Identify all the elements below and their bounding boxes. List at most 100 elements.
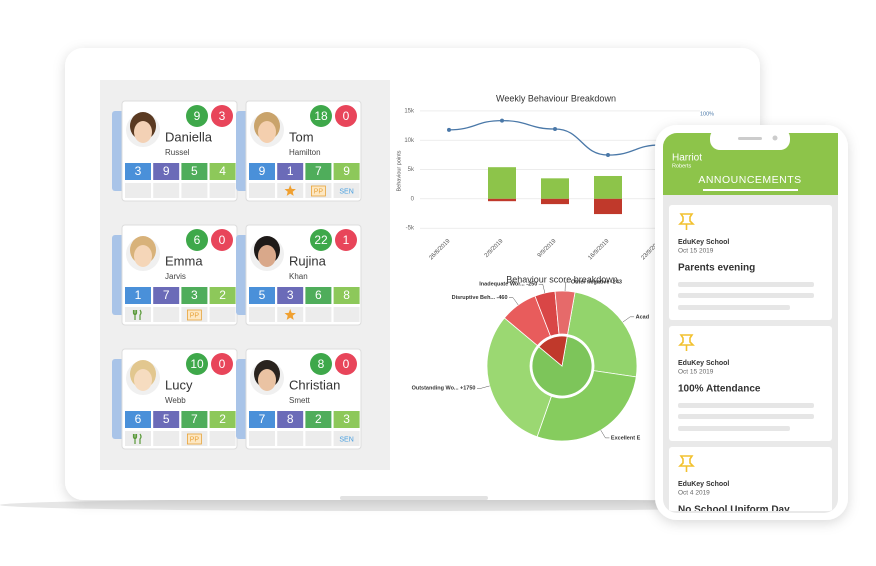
score-cell	[125, 411, 151, 428]
pin-icon	[678, 334, 695, 351]
bar	[594, 198, 622, 215]
badge-cell	[153, 307, 180, 322]
score: 9	[259, 164, 266, 178]
badge-cell	[209, 307, 236, 322]
last-name: Webb	[165, 396, 186, 405]
score: 2	[219, 412, 226, 426]
badge-cell	[305, 307, 332, 322]
tab-label[interactable]: ANNOUNCEMENTS	[698, 174, 801, 186]
score: 1	[287, 164, 294, 178]
avatar-face	[258, 369, 276, 391]
school: EduKey School	[678, 239, 729, 246]
announcement-card[interactable]: EduKey School Oct 15 2019 Parents evening	[669, 205, 832, 320]
y-tick-label: 0	[411, 196, 415, 202]
negative-badge	[335, 229, 357, 251]
text-placeholder	[678, 535, 814, 540]
positive-badge	[310, 105, 332, 127]
badge-label: PP	[190, 436, 200, 443]
user-last-name: Roberts	[672, 163, 692, 169]
negative-badge	[211, 105, 233, 127]
score: 6	[135, 412, 142, 426]
avatar-face	[258, 245, 276, 267]
positive-count: 8	[318, 357, 325, 371]
bar	[594, 175, 622, 199]
phone-header	[663, 133, 838, 195]
segment-label: Acad	[636, 314, 649, 320]
negative-count: 0	[219, 233, 226, 247]
y-tick-label: -5k	[406, 226, 415, 232]
laptop-notch	[340, 496, 488, 500]
negative-count: 0	[219, 357, 226, 371]
badge-cell	[277, 431, 304, 446]
negative-badge	[335, 353, 357, 375]
school: EduKey School	[678, 360, 729, 367]
score: 7	[315, 164, 322, 178]
laptop-base	[0, 499, 800, 511]
date: Oct 15 2019	[678, 369, 714, 376]
line-point	[447, 127, 451, 132]
negative-badge	[211, 353, 233, 375]
score-cell	[181, 163, 208, 180]
chart-title: Behaviour score breakdown	[506, 274, 618, 284]
score: 5	[259, 288, 266, 302]
score-cell	[125, 287, 151, 304]
bar	[488, 198, 516, 202]
meal-icon	[132, 309, 142, 320]
negative-count: 0	[343, 357, 350, 371]
announcement-card[interactable]: EduKey School Oct 4 2019 No School Uniform…	[669, 447, 832, 562]
score: 6	[315, 288, 322, 302]
positive-badge	[310, 229, 332, 251]
badge-cell	[249, 431, 275, 446]
pie-segment	[536, 370, 637, 442]
positive-count: 6	[194, 233, 201, 247]
announcement-card[interactable]: EduKey School Oct 15 2019 100% Attendance	[669, 326, 832, 441]
badge-cell	[333, 431, 360, 446]
text-placeholder	[678, 282, 814, 287]
text-placeholder	[678, 414, 814, 419]
pie-segment	[554, 290, 576, 335]
y-tick-label: 10k	[404, 138, 415, 144]
score-cell	[305, 163, 332, 180]
leader-line	[538, 283, 546, 294]
badge-cell	[333, 307, 360, 322]
speaker	[738, 137, 762, 140]
star-icon	[284, 185, 296, 196]
score: 5	[163, 412, 170, 426]
score: 2	[315, 412, 322, 426]
leader-line	[477, 385, 490, 389]
score-cell	[277, 163, 304, 180]
score: 8	[287, 412, 294, 426]
score-cell	[181, 411, 208, 428]
negative-count: 3	[219, 109, 226, 123]
student-card[interactable]: 9 3 Daniella Russel 3 9 5 4	[112, 100, 238, 202]
positive-count: 18	[314, 109, 328, 123]
pie-segment	[567, 291, 638, 378]
badge-cell	[209, 431, 236, 446]
negative-badge	[211, 229, 233, 251]
badge-cell	[125, 431, 151, 446]
student-card[interactable]: 18 0 Tom Hamilton 9 1 7 9 PP SEN	[236, 100, 362, 202]
segment-label: Outstanding Wo... +1750	[412, 386, 476, 392]
last-name: Smett	[289, 396, 311, 405]
score: 7	[259, 412, 266, 426]
badge-cell	[333, 183, 360, 198]
line-point	[553, 127, 557, 131]
segment-label: Other negative -243	[571, 280, 622, 286]
student-card[interactable]: 22 1 Rujina Khan 5 3 6 8	[236, 224, 362, 326]
avatar-face	[134, 369, 152, 391]
card	[669, 447, 832, 511]
score-cell	[277, 287, 304, 304]
first-name: Christian	[289, 377, 340, 392]
score-cell	[209, 163, 236, 180]
score: 2	[219, 288, 226, 302]
pin-icon	[678, 213, 695, 230]
student-card[interactable]: 6 0 Emma Jarvis 1 7 3 2 PP	[112, 224, 238, 326]
first-name: Rujina	[289, 253, 327, 268]
positive-count: 10	[190, 357, 204, 371]
last-name: Jarvis	[165, 272, 186, 281]
score-cell	[125, 163, 151, 180]
score: 9	[343, 164, 350, 178]
student-card[interactable]: 10 0 Lucy Webb 6 5 7 2 PP	[112, 348, 238, 450]
last-name: Hamilton	[289, 148, 321, 157]
